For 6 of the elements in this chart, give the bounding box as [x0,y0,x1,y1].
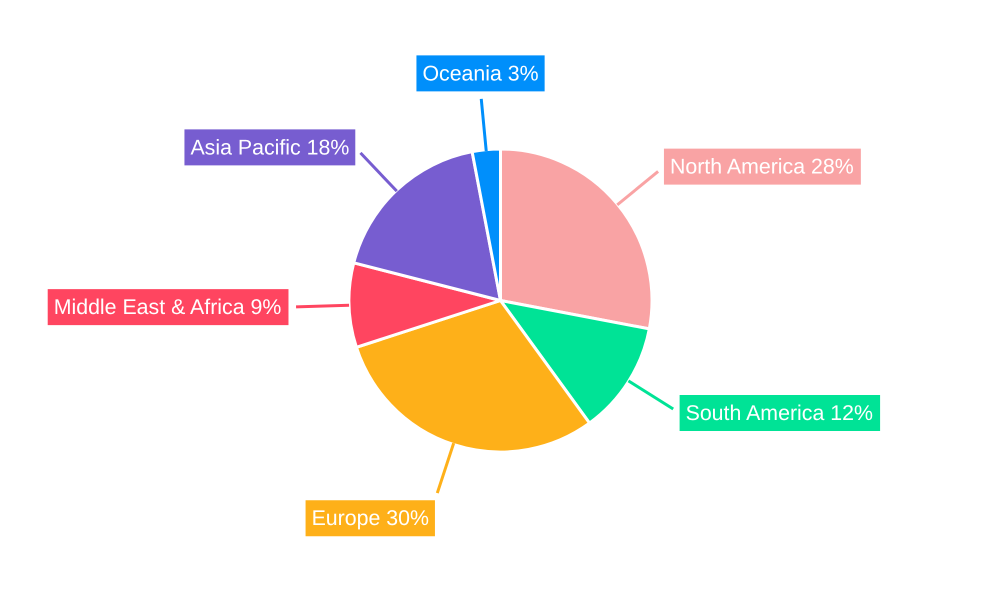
slice-label: Middle East & Africa 9% [54,295,282,320]
slice-label: Oceania 3% [422,61,539,86]
slice-label: Europe 30% [312,506,429,530]
slice-label: South America 12% [686,401,873,426]
slice-label: Asia Pacific 18% [190,135,350,160]
slice-label: North America 28% [670,154,854,179]
